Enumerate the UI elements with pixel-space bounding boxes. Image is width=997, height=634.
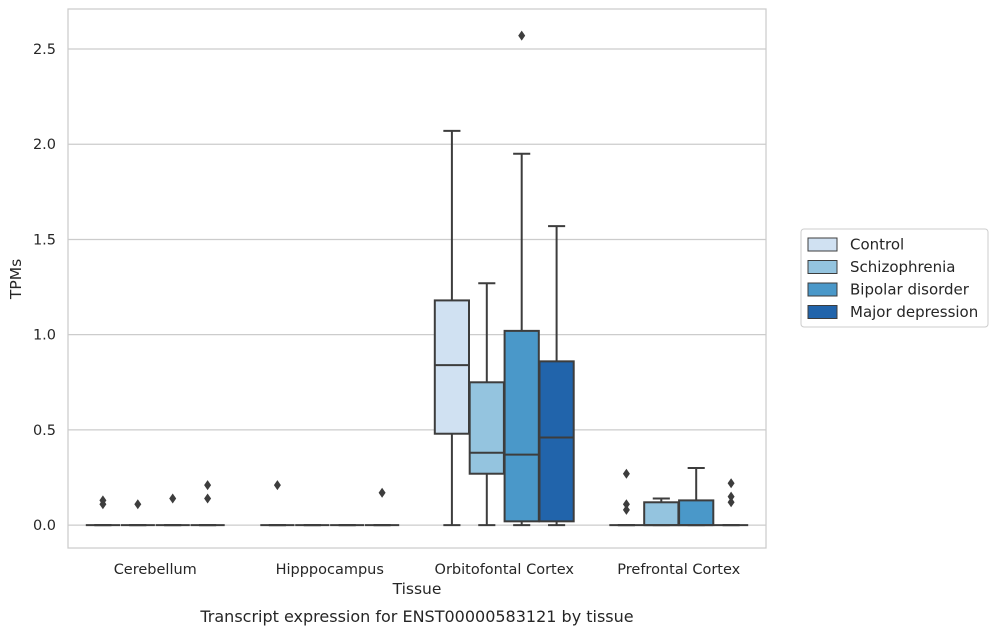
box-bipolar-disorder-cerebellum	[155, 493, 190, 527]
y-tick-label: 0.0	[33, 518, 56, 534]
y-axis: 0.0 0.5 1.0 1.5 2.0 2.5	[33, 42, 56, 534]
legend-label-control: Control	[850, 236, 904, 254]
y-axis-label: TPMs	[7, 259, 25, 300]
x-tick-label: Prefrontal Cortex	[617, 562, 740, 578]
y-tick-label: 1.0	[33, 328, 56, 344]
outlier-point	[727, 478, 735, 489]
legend-frame	[800, 228, 989, 328]
outlier-point	[169, 493, 177, 504]
legend-swatch-schizophrenia	[807, 260, 838, 274]
legend-swatch-bipolar-disorder	[807, 282, 838, 297]
box-control-cerebellum	[85, 495, 121, 527]
box-major-depression-cerebellum	[190, 480, 225, 527]
outlier-point	[727, 491, 735, 502]
box-schizophrenia-cerebellum	[120, 499, 155, 527]
outlier-point	[204, 480, 212, 491]
legend-swatch-control	[807, 237, 838, 252]
outlier-point	[204, 493, 212, 504]
outlier-point	[622, 468, 630, 479]
y-tick-label: 2.0	[33, 137, 56, 153]
x-axis-label: Tissue	[392, 580, 442, 598]
box-bipolar-disorder-prefrontal-cortex	[678, 467, 715, 527]
legend-label-bipolar-disorder: Bipolar disorder	[850, 281, 970, 299]
box-control-orbitofontal-cortex	[433, 129, 471, 527]
legend-label-schizophrenia: Schizophrenia	[850, 258, 955, 276]
outlier-point	[727, 497, 735, 508]
outlier-point	[99, 495, 107, 506]
box-iqr	[643, 501, 680, 527]
box-major-depression-orbitofontal-cortex	[538, 225, 575, 527]
x-tick-label: Cerebellum	[114, 562, 197, 578]
legend-label-major-depression: Major depression	[850, 303, 978, 321]
outlier-point	[273, 480, 281, 491]
box-iqr	[503, 329, 540, 523]
x-tick-label: Hipppocampus	[276, 562, 384, 578]
box-major-depression-hipppocampus	[364, 487, 400, 527]
legend-swatch-major-depression	[807, 305, 838, 319]
outlier-point	[378, 487, 386, 498]
box-major-depression-prefrontal-cortex	[713, 478, 749, 527]
box-control-prefrontal-cortex	[609, 468, 644, 527]
box-iqr	[468, 381, 505, 475]
y-tick-label: 0.5	[33, 423, 56, 439]
plot-frame	[67, 8, 767, 549]
box-iqr	[538, 360, 575, 523]
x-axis: Cerebellum Hipppocampus Orbitofontal Corte…	[114, 562, 741, 578]
chart-caption: Transcript expression for ENST0000058312…	[199, 607, 633, 626]
box-schizophrenia-prefrontal-cortex	[643, 497, 680, 527]
outlier-point	[518, 30, 526, 41]
x-tick-label: Orbitofontal Cortex	[435, 562, 575, 578]
box-bipolar-disorder-orbitofontal-cortex	[503, 30, 540, 527]
box-schizophrenia-orbitofontal-cortex	[468, 282, 505, 527]
outlier-point	[622, 504, 630, 515]
gridlines	[68, 48, 766, 526]
legend: Control Schizophrenia Bipolar disorder Majo…	[800, 228, 989, 328]
y-tick-label: 1.5	[33, 232, 56, 248]
box-iqr	[433, 299, 471, 435]
plot-area	[85, 30, 749, 527]
outlier-point	[622, 499, 630, 510]
outlier-point	[134, 499, 142, 510]
box-iqr	[678, 499, 715, 527]
y-tick-label: 2.5	[33, 42, 56, 58]
box-control-hipppocampus	[260, 480, 295, 527]
